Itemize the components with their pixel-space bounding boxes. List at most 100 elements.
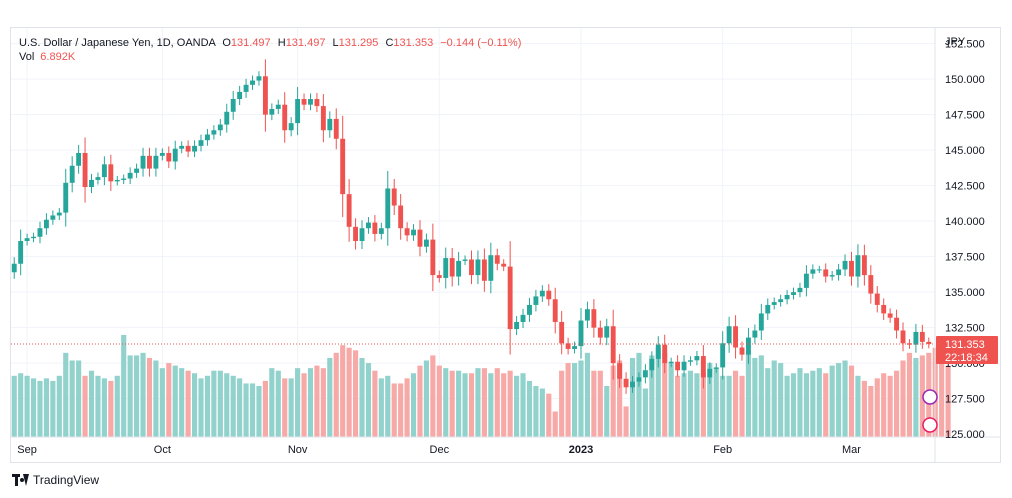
volume-bar — [765, 368, 771, 437]
price-tick-label: 147.500 — [945, 110, 985, 122]
candle-body — [211, 130, 217, 135]
candle-body — [24, 238, 30, 242]
candle — [733, 315, 739, 359]
candles — [11, 59, 932, 394]
volume-bar — [881, 373, 887, 437]
candle — [340, 115, 346, 218]
candle-body — [681, 361, 687, 371]
symbol-name[interactable]: U.S. Dollar / Japanese Yen, 1D, OANDA — [19, 37, 216, 49]
candle — [655, 336, 661, 368]
volume-bar — [204, 375, 211, 437]
tradingview-footer[interactable]: TradingView — [12, 473, 99, 487]
volume-bar — [121, 335, 127, 437]
candle-body — [926, 341, 932, 344]
candle — [520, 308, 526, 329]
volume-bar — [333, 352, 339, 437]
candle — [204, 128, 210, 146]
volume-bar — [836, 363, 842, 437]
volume-bar — [243, 383, 249, 437]
volume-bar — [307, 368, 314, 437]
candle-body — [237, 91, 243, 100]
candle — [855, 244, 861, 288]
volume-label[interactable]: Vol — [19, 51, 35, 63]
candle — [707, 362, 713, 384]
volume-bar — [372, 370, 378, 437]
volume-bar — [37, 380, 43, 437]
candle-body — [179, 145, 185, 149]
volume-bar — [346, 347, 352, 437]
candle — [288, 117, 294, 137]
candle — [230, 90, 236, 120]
candle — [262, 59, 268, 132]
volume-bar — [385, 375, 391, 437]
candle — [411, 224, 416, 241]
volume-bar — [30, 378, 37, 437]
candle-body — [385, 188, 391, 229]
volume-bar — [185, 370, 191, 437]
volume-bar — [88, 370, 95, 437]
candle — [745, 328, 751, 365]
currency-label: JPY — [945, 36, 966, 48]
volume-bar — [224, 373, 230, 437]
candle — [89, 173, 94, 194]
volume-bar — [707, 363, 713, 437]
volume-bar — [365, 363, 372, 437]
price-tick-label: 140.000 — [945, 216, 985, 228]
candle-body — [688, 360, 693, 362]
candle — [700, 345, 706, 389]
close-value: 131.353 — [393, 37, 434, 49]
volume-bars — [11, 335, 951, 437]
candle-body — [913, 331, 919, 345]
candle — [475, 250, 481, 285]
candle — [739, 341, 745, 361]
volume-bar — [378, 378, 384, 437]
volume-bar — [295, 368, 301, 437]
brand-name: TradingView — [33, 473, 100, 487]
candle-body — [559, 321, 565, 344]
candle — [121, 174, 127, 185]
candle-body — [481, 259, 487, 281]
candle — [256, 71, 262, 86]
volume-bar — [939, 352, 945, 437]
volume-bar — [327, 357, 333, 437]
candle-body — [320, 106, 326, 131]
candle-body — [919, 331, 925, 342]
candle — [314, 92, 320, 113]
volume-bar — [249, 383, 256, 437]
candle — [63, 168, 69, 227]
price-tag-value: 131.353 — [945, 339, 985, 351]
candle-body — [720, 343, 726, 368]
candle-body — [662, 344, 668, 364]
volume-bar — [443, 368, 449, 437]
candle — [237, 85, 243, 106]
volume-bar — [456, 370, 462, 437]
candle-body — [700, 356, 706, 378]
candle-body — [610, 326, 616, 364]
volume-bar — [63, 352, 69, 437]
candle-body — [733, 326, 739, 348]
candle — [836, 263, 842, 281]
candle-body — [353, 226, 359, 242]
candle — [791, 287, 796, 300]
volume-bar — [410, 373, 417, 437]
candle — [572, 341, 577, 354]
candle-body — [31, 236, 36, 239]
volume-bar — [874, 378, 880, 437]
candle-body — [597, 327, 603, 338]
candle-body — [604, 326, 610, 338]
candle-body — [172, 148, 178, 162]
candle-body — [398, 205, 404, 229]
volume-bar — [514, 375, 520, 437]
volume-bar — [462, 373, 468, 437]
candle — [887, 308, 893, 323]
candle — [378, 222, 384, 240]
volume-bar — [546, 393, 552, 437]
candle — [127, 167, 133, 185]
candle — [456, 251, 462, 286]
volume-bar — [76, 360, 82, 437]
volume-bar — [552, 411, 558, 437]
candle — [546, 284, 552, 306]
candle-body — [784, 294, 790, 300]
candle-body — [69, 165, 75, 183]
